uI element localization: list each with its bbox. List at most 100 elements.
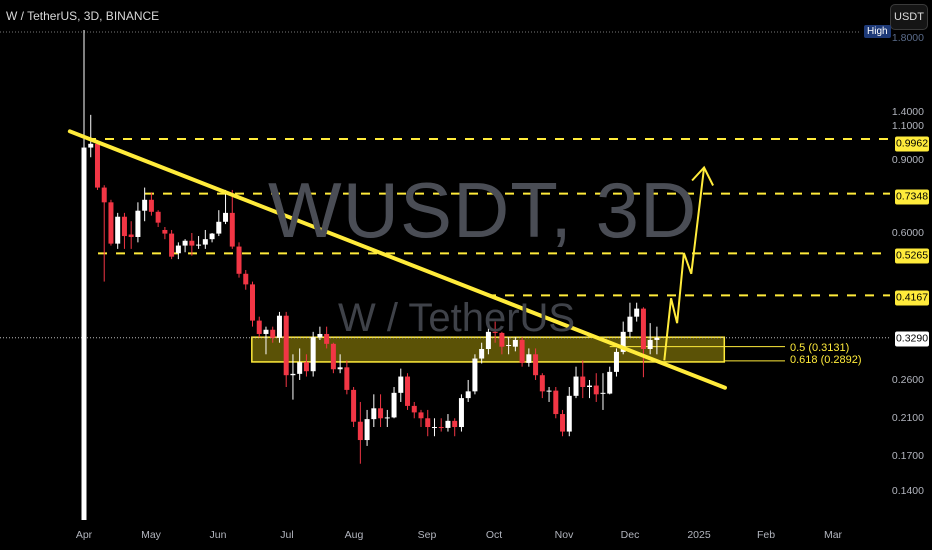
candle-down <box>425 418 431 428</box>
candle-up <box>573 376 579 396</box>
candle-down <box>405 376 411 406</box>
candle-up <box>297 362 303 374</box>
candle-down <box>438 427 444 429</box>
candle-up <box>115 216 121 244</box>
candle-down <box>162 229 168 234</box>
time-tick: Aug <box>344 529 364 541</box>
candle-up <box>276 315 282 338</box>
currency-button[interactable]: USDT <box>890 4 928 30</box>
price-axis <box>860 0 932 550</box>
candle-up <box>364 419 370 441</box>
candle-down <box>229 212 235 247</box>
candle-up <box>485 331 491 349</box>
candle-up <box>465 391 471 399</box>
candle-down <box>101 187 107 203</box>
candle-up <box>317 333 323 338</box>
candle-down <box>519 339 525 363</box>
level-tag: 0.4167 <box>895 290 929 306</box>
candle-down <box>121 216 127 237</box>
candle-down <box>580 376 586 388</box>
candle-up <box>263 329 269 334</box>
candle-up <box>398 376 404 393</box>
price-tick: 1.1000 <box>891 120 924 132</box>
candle-down <box>640 308 646 349</box>
time-tick: Feb <box>756 529 776 541</box>
time-tick: Jun <box>209 529 227 541</box>
chart-title: W / TetherUS, 3D, BINANCE <box>6 9 160 23</box>
candle-up <box>620 331 626 352</box>
candle-down <box>189 240 195 246</box>
candle-up <box>202 239 208 245</box>
candle-up <box>627 316 633 332</box>
candle-down <box>303 362 309 372</box>
high-tag: High <box>864 25 891 38</box>
candle-up <box>223 212 229 222</box>
candle-up <box>196 244 202 246</box>
time-tick: Oct <box>485 529 503 541</box>
candle-up <box>142 199 148 211</box>
candle-down <box>324 333 330 344</box>
fib-label-0.5: 0.5 (0.3131) <box>790 342 850 354</box>
price-tick: 0.1700 <box>891 450 924 462</box>
candle-down <box>411 405 417 413</box>
time-tick: 2025 <box>687 529 711 541</box>
candle-down <box>128 234 134 237</box>
watermark-pair: W / TetherUS <box>338 296 576 340</box>
candle-down <box>94 143 100 188</box>
candle-down <box>243 273 249 285</box>
candle-up <box>546 390 552 392</box>
candle-up <box>613 351 619 372</box>
candle-up <box>290 373 296 376</box>
candle-up <box>600 392 606 394</box>
candle-up <box>472 358 478 392</box>
candle-down <box>148 199 154 212</box>
candle-up <box>384 417 390 419</box>
price-tick: 0.1400 <box>891 485 924 497</box>
arrowhead-icon <box>691 165 714 186</box>
candle-down <box>256 320 262 334</box>
watermark-symbol: WUSDT, 3D <box>268 166 698 254</box>
candle-up <box>182 240 188 246</box>
trendline <box>67 129 727 390</box>
candle-up <box>654 337 660 340</box>
candle-up <box>135 210 141 237</box>
candle-up <box>512 339 518 347</box>
candle-down <box>108 202 114 244</box>
candle-up <box>216 221 222 234</box>
candle-up <box>647 339 653 349</box>
candle-up <box>566 395 572 432</box>
current-price-tag: 0.3290 <box>895 331 929 347</box>
price-tick: 0.2100 <box>891 412 924 424</box>
candle-down <box>155 211 161 223</box>
candle-up <box>310 337 316 372</box>
price-tick: 1.4000 <box>891 106 924 118</box>
candle-up <box>371 408 377 420</box>
candle-up <box>431 427 437 429</box>
candle-down <box>418 412 424 419</box>
candle-up <box>88 143 94 148</box>
candle-down <box>499 332 505 347</box>
candle-up <box>607 371 613 394</box>
fib-label-0.618: 0.618 (0.2892) <box>790 354 862 366</box>
candle-down <box>452 420 458 428</box>
candle-up <box>506 344 512 346</box>
candle-down <box>344 367 350 390</box>
time-tick: Apr <box>75 529 93 541</box>
candle-up <box>445 420 451 428</box>
candle-up <box>526 354 532 363</box>
candle-up <box>479 348 485 359</box>
candle-up <box>458 398 464 428</box>
candle-down <box>236 246 242 274</box>
candle-down <box>533 354 539 376</box>
candle-down <box>250 284 255 321</box>
price-tick: 0.6000 <box>891 227 924 239</box>
level-tag: 0.7348 <box>895 189 929 205</box>
candle-up <box>209 233 215 240</box>
candle-down <box>330 343 336 370</box>
candle-up <box>337 367 343 370</box>
candle-up <box>587 385 592 388</box>
candle-down <box>283 315 289 376</box>
candle-down <box>270 329 276 338</box>
